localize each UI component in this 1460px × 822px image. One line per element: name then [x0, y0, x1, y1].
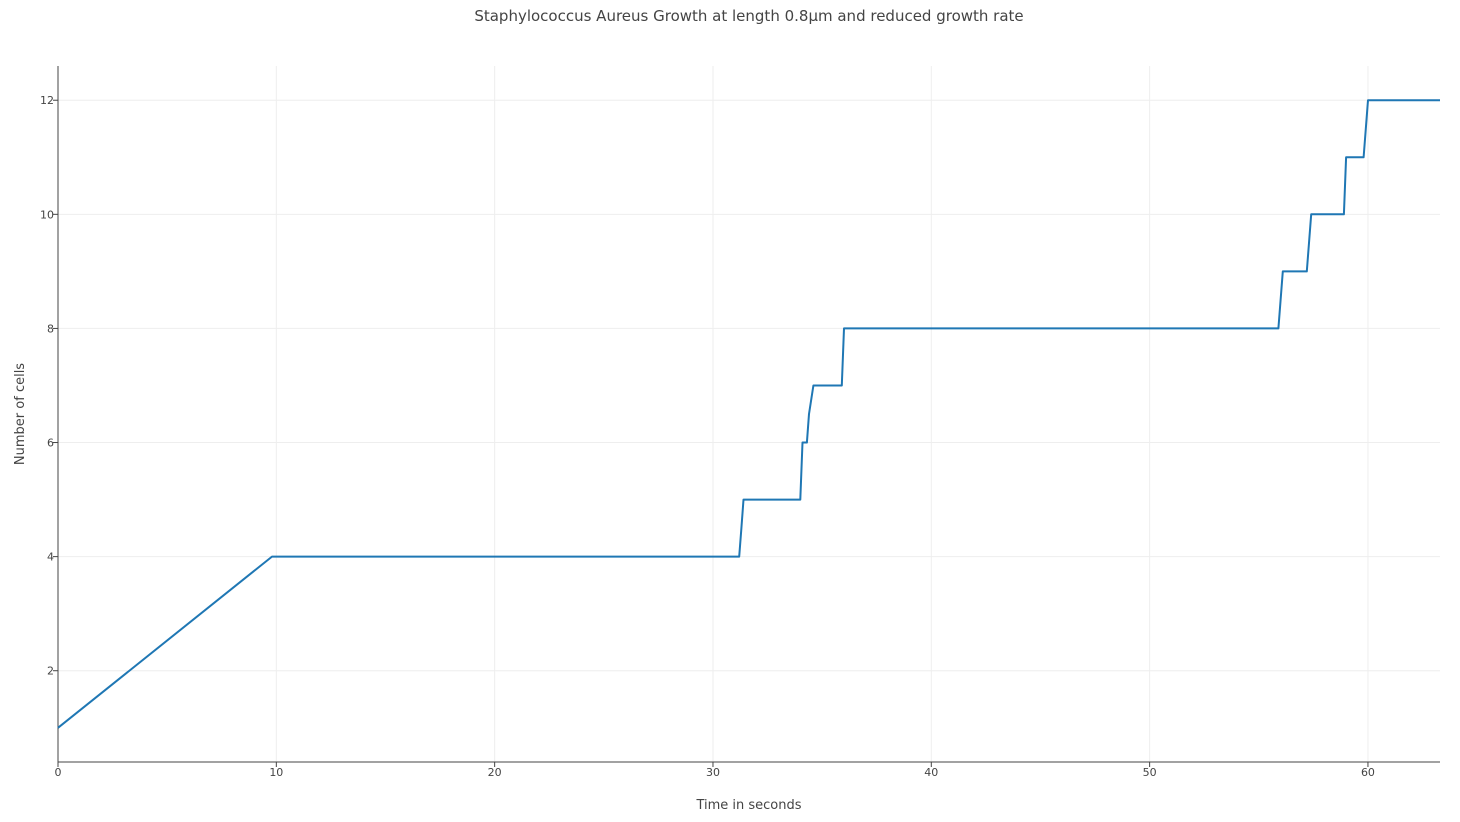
y-tick-label: 2: [47, 665, 54, 678]
y-tick-label: 8: [47, 322, 54, 335]
y-tick-labels: 2 4 6 8 10 12: [40, 94, 58, 678]
y-tick-label: 12: [40, 94, 54, 107]
y-gridlines: [58, 99, 1440, 672]
x-tick-label: 0: [55, 766, 62, 779]
y-tick-label: 10: [40, 208, 54, 221]
x-tick-label: 10: [269, 766, 283, 779]
x-tick-label: 60: [1361, 766, 1375, 779]
series-group: [57, 99, 1440, 729]
y-tick-label: 6: [47, 437, 54, 450]
x-gridlines: [275, 66, 1369, 762]
x-tick-label: 30: [706, 766, 720, 779]
y-axis-title: Number of cells: [13, 363, 28, 465]
x-axis-title: Time in seconds: [695, 798, 801, 813]
x-tick-label: 20: [488, 766, 502, 779]
x-tick-label: 50: [1143, 766, 1157, 779]
x-tick-labels: 0 10 20 30 40 50 60: [55, 762, 1375, 779]
chart-title: Staphylococcus Aureus Growth at length 0…: [474, 7, 1023, 25]
series-line: [57, 99, 1440, 729]
y-tick-label: 4: [47, 551, 54, 564]
x-tick-label: 40: [924, 766, 938, 779]
